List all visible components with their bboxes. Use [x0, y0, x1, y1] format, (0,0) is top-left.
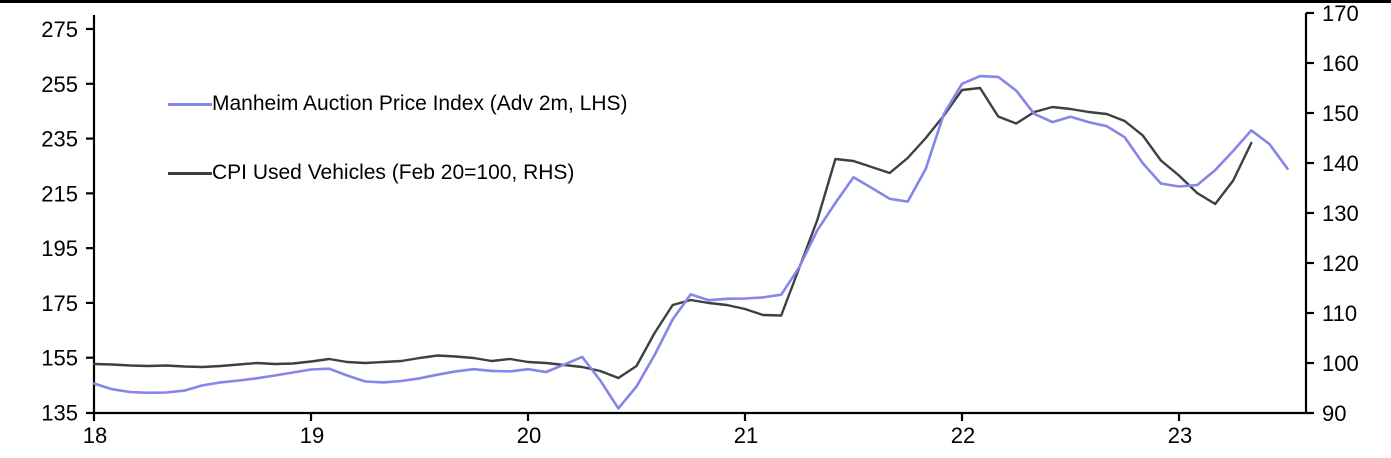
y-axis-left-tick-label: 275 — [41, 17, 78, 42]
y-axis-left-tick-label: 215 — [41, 181, 78, 206]
y-axis-right-tick-label: 120 — [1322, 251, 1359, 276]
x-axis-tick-label: 22 — [951, 423, 975, 448]
y-axis-right-tick-label: 110 — [1322, 301, 1357, 326]
x-axis-tick-label: 19 — [300, 423, 324, 448]
x-axis-tick-label: 18 — [83, 423, 107, 448]
manheim-series-line — [92, 74, 1289, 410]
y-axis-left-tick-label: 155 — [41, 346, 78, 371]
y-axis-left-tick-label: 175 — [41, 291, 78, 316]
x-axis-tick-label: 23 — [1168, 423, 1192, 448]
y-axis-left-tick-label: 255 — [41, 72, 78, 97]
x-axis-tick-label: 21 — [734, 423, 758, 448]
legend-item-cpi: CPI Used Vehicles (Feb 20=100, RHS) — [168, 159, 628, 187]
y-axis-left-tick-label: 235 — [41, 127, 78, 152]
y-axis-right-tick-label: 140 — [1322, 151, 1359, 176]
y-axis-left-tick-label: 195 — [41, 236, 78, 261]
chart-top-border — [0, 0, 1391, 3]
y-axis-right-tick-label: 130 — [1322, 201, 1359, 226]
y-axis-right-tick-label: 90 — [1322, 401, 1346, 426]
y-axis-right-tick-label: 170 — [1322, 1, 1359, 26]
x-axis-tick-label: 20 — [517, 423, 541, 448]
y-axis-right-tick-label: 100 — [1322, 351, 1359, 376]
y-axis-right-tick-label: 150 — [1322, 101, 1359, 126]
legend-item-manheim: Manheim Auction Price Index (Adv 2m, LHS… — [168, 90, 628, 118]
y-axis-left-tick-label: 135 — [41, 401, 78, 426]
cpi-line-swatch — [168, 171, 212, 175]
manheim-line-swatch — [168, 102, 212, 106]
chart-legend: Manheim Auction Price Index (Adv 2m, LHS… — [168, 90, 628, 228]
cpi-series-line — [92, 86, 1253, 380]
y-axis-right-tick-label: 160 — [1322, 51, 1359, 76]
legend-label-manheim: Manheim Auction Price Index (Adv 2m, LHS… — [212, 92, 628, 115]
legend-label-cpi: CPI Used Vehicles (Feb 20=100, RHS) — [212, 161, 575, 184]
